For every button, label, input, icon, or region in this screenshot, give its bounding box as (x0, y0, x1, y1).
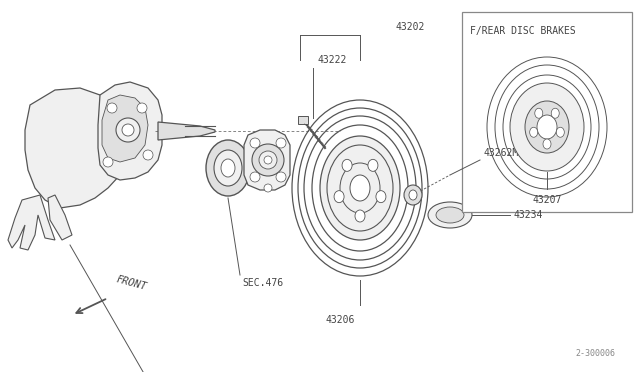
Ellipse shape (276, 138, 286, 148)
Ellipse shape (214, 150, 242, 186)
Ellipse shape (376, 191, 386, 203)
Ellipse shape (355, 210, 365, 222)
Ellipse shape (327, 145, 393, 231)
Ellipse shape (259, 151, 277, 169)
Ellipse shape (342, 159, 352, 171)
Text: SEC.476: SEC.476 (242, 278, 283, 288)
Polygon shape (48, 195, 72, 240)
Ellipse shape (250, 172, 260, 182)
Ellipse shape (252, 144, 284, 176)
Ellipse shape (276, 172, 286, 182)
Ellipse shape (409, 190, 417, 200)
Ellipse shape (103, 157, 113, 167)
Ellipse shape (535, 108, 543, 118)
Text: 43262M: 43262M (483, 148, 518, 158)
Ellipse shape (206, 140, 250, 196)
Polygon shape (25, 88, 130, 208)
Ellipse shape (404, 185, 422, 205)
Ellipse shape (510, 83, 584, 171)
Text: F/REAR DISC BRAKES: F/REAR DISC BRAKES (470, 26, 576, 36)
Polygon shape (8, 195, 55, 250)
Ellipse shape (556, 127, 564, 137)
Text: 43207: 43207 (532, 195, 562, 205)
Ellipse shape (107, 103, 117, 113)
Text: 2-300006: 2-300006 (575, 349, 615, 358)
Text: 43206: 43206 (325, 315, 355, 325)
Ellipse shape (436, 207, 464, 223)
Ellipse shape (428, 202, 472, 228)
Ellipse shape (334, 191, 344, 203)
FancyBboxPatch shape (298, 116, 308, 124)
Ellipse shape (543, 139, 551, 149)
Ellipse shape (537, 115, 557, 139)
Ellipse shape (530, 127, 538, 137)
Ellipse shape (143, 150, 153, 160)
Ellipse shape (551, 108, 559, 118)
Polygon shape (102, 95, 148, 162)
Text: 43202: 43202 (395, 22, 424, 32)
Text: 43234: 43234 (513, 210, 542, 220)
Ellipse shape (320, 136, 400, 240)
Text: 43222: 43222 (318, 55, 348, 65)
Bar (462, 12, 632, 212)
Ellipse shape (116, 118, 140, 142)
Ellipse shape (137, 103, 147, 113)
Ellipse shape (264, 184, 272, 192)
Polygon shape (244, 130, 290, 190)
Ellipse shape (250, 138, 260, 148)
Ellipse shape (525, 101, 569, 153)
Polygon shape (98, 82, 162, 180)
Ellipse shape (368, 159, 378, 171)
Ellipse shape (264, 156, 272, 164)
Ellipse shape (122, 124, 134, 136)
Polygon shape (158, 122, 215, 140)
Ellipse shape (221, 159, 235, 177)
Ellipse shape (350, 175, 370, 201)
Text: FRONT: FRONT (115, 274, 148, 292)
